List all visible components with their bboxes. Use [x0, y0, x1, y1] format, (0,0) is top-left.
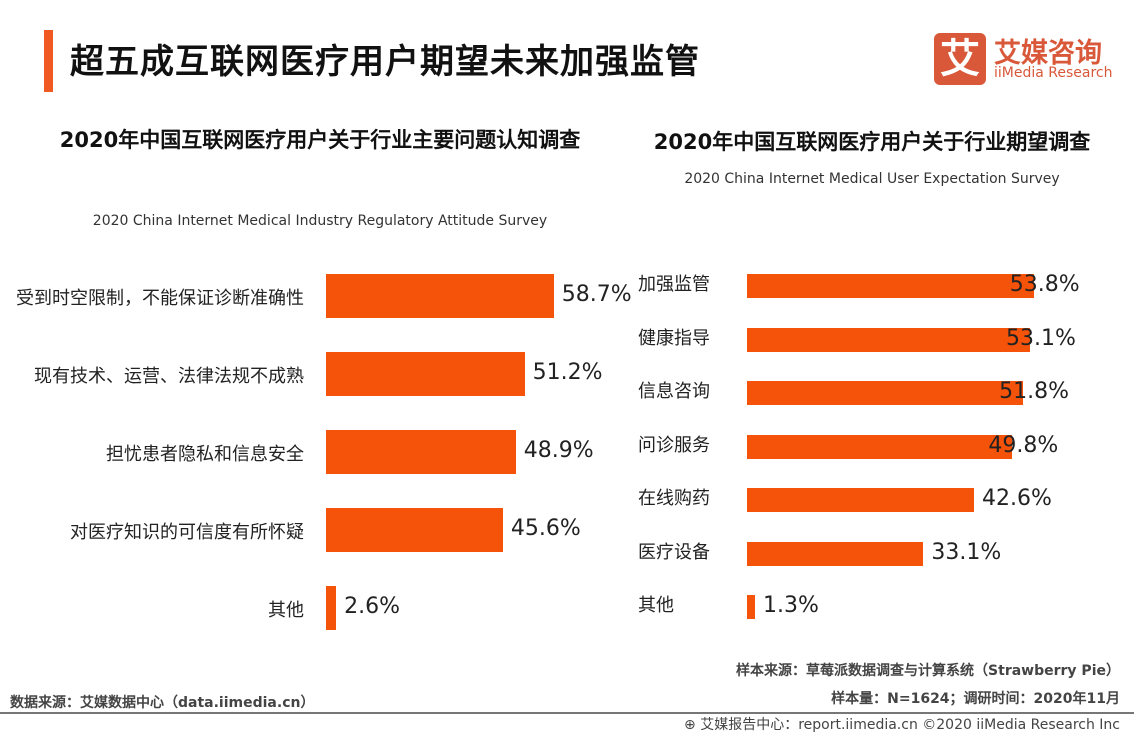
sample-source: 样本来源：草莓派数据调查与计算系统（Strawberry Pie） [736, 663, 1120, 679]
category-label: 问诊服务 [638, 434, 710, 456]
category-label: 担忧患者隐私和信息安全 [106, 444, 304, 465]
data-label: 1.3% [763, 593, 819, 618]
report-text: 艾媒报告中心：report.iimedia.cn ©2020 iiMedia R… [700, 717, 1120, 733]
data-label: 51.8% [999, 379, 1069, 404]
data-label: 33.1% [931, 539, 1002, 565]
footer-divider [0, 712, 1134, 714]
category-label: 医疗设备 [638, 541, 710, 563]
data-label: 42.6% [982, 486, 1052, 511]
category-label: 加强监管 [638, 274, 710, 295]
bar [326, 586, 337, 630]
category-label: 信息咨询 [638, 381, 710, 402]
category-label: 其他 [268, 600, 304, 621]
title-accent-bar [44, 30, 53, 92]
bar [747, 381, 1024, 405]
data-label: 53.8% [1009, 272, 1080, 297]
sample-size: 样本量：N=1624；调研时间：2020年11月 [831, 691, 1120, 707]
bar [326, 274, 554, 318]
bar [747, 595, 755, 619]
data-label: 58.7% [561, 282, 632, 307]
bar [326, 508, 503, 552]
bar [747, 327, 1031, 352]
report-center: ⊕ 艾媒报告中心：report.iimedia.cn ©2020 iiMedia… [684, 714, 1120, 734]
data-label: 51.2% [532, 360, 603, 385]
bar [747, 541, 924, 566]
category-label: 受到时空限制，不能保证诊断准确性 [16, 288, 304, 309]
right-chart-title: 2020年中国互联网医疗用户关于行业期望调查 [653, 130, 1091, 154]
data-label: 45.6% [510, 516, 581, 541]
logo-mark-icon: 艾 [934, 33, 986, 85]
category-label: 健康指导 [638, 327, 710, 349]
data-label: 48.9% [523, 438, 594, 463]
data-label: 2.6% [344, 594, 400, 619]
page-title: 超五成互联网医疗用户期望未来加强监管 [70, 42, 700, 82]
bar [326, 352, 525, 396]
globe-icon: ⊕ [684, 717, 701, 733]
bar [326, 430, 516, 474]
logo-cn-text: 艾媒咨询 [994, 38, 1102, 69]
category-label: 其他 [638, 595, 674, 616]
category-label: 在线购药 [638, 488, 710, 509]
category-label: 现有技术、运营、法律法规不成熟 [34, 366, 304, 387]
left-chart-subtitle: 2020 China Internet Medical Industry Reg… [92, 213, 548, 229]
data-label: 49.8% [988, 432, 1059, 458]
logo-en-text: iiMedia Research [994, 65, 1113, 81]
bar [747, 434, 1013, 459]
right-chart-subtitle: 2020 China Internet Medical User Expecta… [684, 171, 1060, 187]
category-label: 对医疗知识的可信度有所怀疑 [70, 522, 304, 543]
bar [747, 488, 975, 512]
iimedia-logo: 艾 艾媒咨询 iiMedia Research [934, 33, 1134, 85]
bar [747, 274, 1034, 298]
data-label: 53.1% [1006, 325, 1076, 351]
data-source: 数据来源：艾媒数据中心（data.iimedia.cn） [10, 695, 315, 711]
left-chart-title: 2020年中国互联网医疗用户关于行业主要问题认知调查 [59, 128, 581, 152]
